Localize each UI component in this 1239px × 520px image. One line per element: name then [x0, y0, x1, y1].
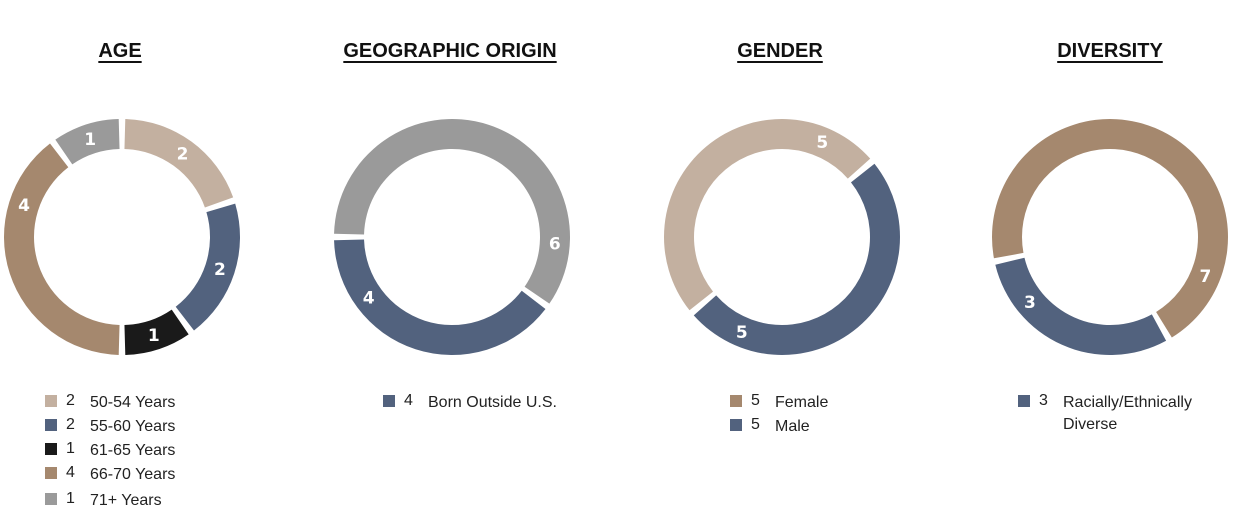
diversity-donut: 37: [992, 119, 1228, 355]
gender-legend: 5 Female 5 Male: [730, 392, 828, 440]
chart-title: GENDER: [737, 40, 823, 62]
legend-item: 2 55-60 Years: [45, 416, 175, 440]
legend-count: 4: [66, 464, 75, 481]
legend-count: 5: [751, 392, 760, 409]
legend-label: 50-54 Years: [90, 394, 176, 411]
legend-count: 4: [404, 392, 413, 409]
donut-slice: [664, 119, 871, 311]
donut-slice: [3, 143, 120, 355]
legend-label: Born Outside U.S.: [428, 394, 557, 411]
legend-swatch: [730, 419, 742, 431]
donut-slice: [334, 119, 570, 304]
chart-title: GEOGRAPHIC ORIGIN: [343, 40, 557, 62]
donut-slice: [55, 119, 120, 165]
legend-label: 55-60 Years: [90, 418, 176, 435]
slice-value-label: 2: [214, 260, 226, 280]
legend-label: Racially/Ethnically Diverse: [1063, 394, 1192, 433]
legend-swatch: [1018, 395, 1030, 407]
geographic-origin-donut: 64: [334, 119, 570, 355]
age-legend: 2 50-54 Years 2 55-60 Years 1 61-65 Years 4 66-…: [45, 392, 175, 516]
legend-swatch: [45, 395, 57, 407]
donut-slice: [995, 257, 1167, 355]
legend-label: Male: [775, 418, 810, 435]
legend-count: 1: [66, 440, 75, 457]
legend-count: 5: [751, 416, 760, 433]
legend-item: 4 66-70 Years: [45, 464, 175, 490]
legend-count: 2: [66, 392, 75, 409]
legend-count: 3: [1039, 392, 1048, 409]
legend-label: 61-65 Years: [90, 442, 176, 459]
slice-value-label: 5: [736, 323, 748, 343]
donut-slice: [124, 309, 189, 355]
legend-item: 1 61-65 Years: [45, 440, 175, 464]
legend-label: 66-70 Years: [90, 466, 176, 483]
slice-value-label: 5: [816, 133, 828, 153]
slice-value-label: 3: [1024, 293, 1036, 313]
slice-value-label: 7: [1199, 267, 1211, 287]
slice-value-label: 6: [549, 234, 561, 254]
slice-value-label: 1: [84, 130, 96, 150]
legend-label: Female: [775, 394, 829, 411]
legend-swatch: [730, 395, 742, 407]
legend-swatch: [45, 419, 57, 431]
legend-item: 1 71+ Years: [45, 490, 175, 516]
legend-swatch: [45, 467, 57, 479]
slice-value-label: 4: [363, 289, 375, 309]
donut-slice: [693, 163, 900, 355]
legend-item: 5 Female: [730, 392, 828, 416]
chart-title: AGE: [98, 40, 142, 62]
slice-value-label: 1: [148, 326, 160, 346]
slice-value-label: 2: [177, 145, 189, 165]
donut-slice: [334, 239, 546, 355]
legend-swatch: [45, 493, 57, 505]
legend-swatch: [383, 395, 395, 407]
donut-slice: [175, 203, 240, 331]
diversity-legend: 3 Racially/Ethnically Diverse: [1018, 392, 1218, 433]
legend-item: 3 Racially/Ethnically Diverse: [1018, 392, 1218, 433]
legend-item: 4 Born Outside U.S.: [383, 392, 557, 416]
geographic-origin-legend: 4 Born Outside U.S.: [383, 392, 557, 416]
legend-item: 2 50-54 Years: [45, 392, 175, 416]
donut-slice: [124, 119, 234, 208]
gender-donut: 55: [664, 119, 900, 355]
slice-value-label: 4: [18, 196, 30, 216]
legend-item: 5 Male: [730, 416, 828, 440]
legend-label: 71+ Years: [90, 492, 162, 509]
chart-title: DIVERSITY: [1057, 40, 1163, 62]
age-donut: 2 2 1 4 1: [3, 119, 240, 355]
legend-count: 2: [66, 416, 75, 433]
legend-swatch: [45, 443, 57, 455]
panel-age: AGE 2 2 1 4 1 2 50-54 Years 2 55-60 Years 1 61-65…: [0, 0, 270, 520]
legend-count: 1: [66, 490, 75, 507]
